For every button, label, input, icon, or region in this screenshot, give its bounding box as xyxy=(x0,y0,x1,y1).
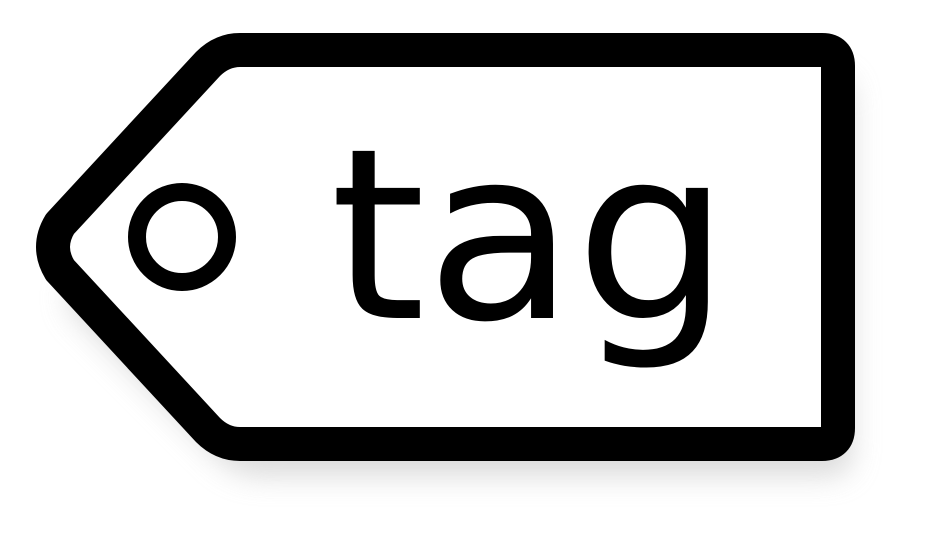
tag-outline xyxy=(36,33,855,461)
tag-hole xyxy=(128,183,236,291)
tag-label: tag xyxy=(330,98,730,375)
